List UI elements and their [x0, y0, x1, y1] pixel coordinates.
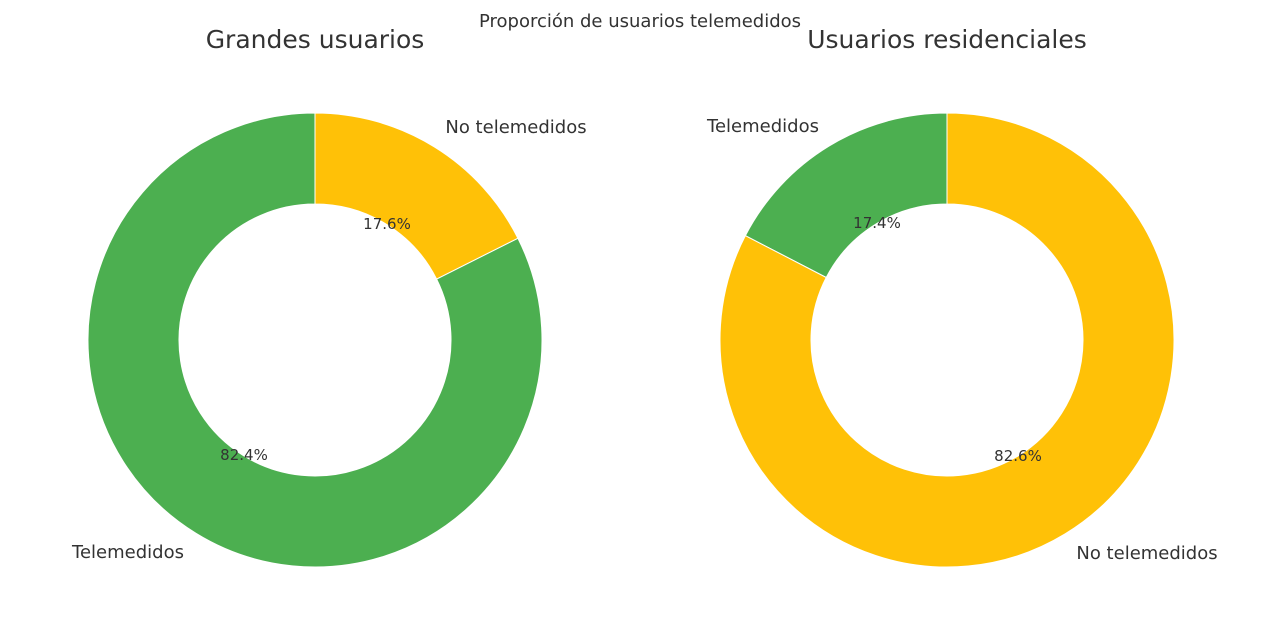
chart-title-grandes-usuarios: Grandes usuarios	[206, 25, 425, 54]
chart-title-usuarios-residenciales: Usuarios residenciales	[807, 25, 1087, 54]
slice-label-telemedidos: Telemedidos	[71, 542, 184, 563]
donut-slice-telemedidos	[87, 112, 543, 568]
donut-chart-grandes-usuarios: Grandes usuarios Telemedidos 82.4% No te…	[71, 25, 587, 568]
slice-pct-telemedidos: 82.4%	[220, 446, 268, 464]
donut-slice-no-telemedidos	[314, 112, 519, 280]
slice-label-no-telemedidos: No telemedidos	[1076, 543, 1217, 564]
slices-usuarios-residenciales	[719, 112, 1175, 568]
figure-title: Proporción de usuarios telemedidos	[479, 11, 801, 32]
donut-slice-no-telemedidos	[719, 112, 1175, 568]
slice-label-no-telemedidos: No telemedidos	[445, 117, 586, 138]
slices-grandes-usuarios	[87, 112, 543, 568]
slice-pct-no-telemedidos: 17.6%	[363, 215, 411, 233]
slice-pct-telemedidos: 17.4%	[853, 214, 901, 232]
slice-pct-no-telemedidos: 82.6%	[994, 447, 1042, 465]
slice-label-telemedidos: Telemedidos	[706, 116, 819, 137]
donut-chart-usuarios-residenciales: Usuarios residenciales Telemedidos 17.4%…	[706, 25, 1218, 568]
